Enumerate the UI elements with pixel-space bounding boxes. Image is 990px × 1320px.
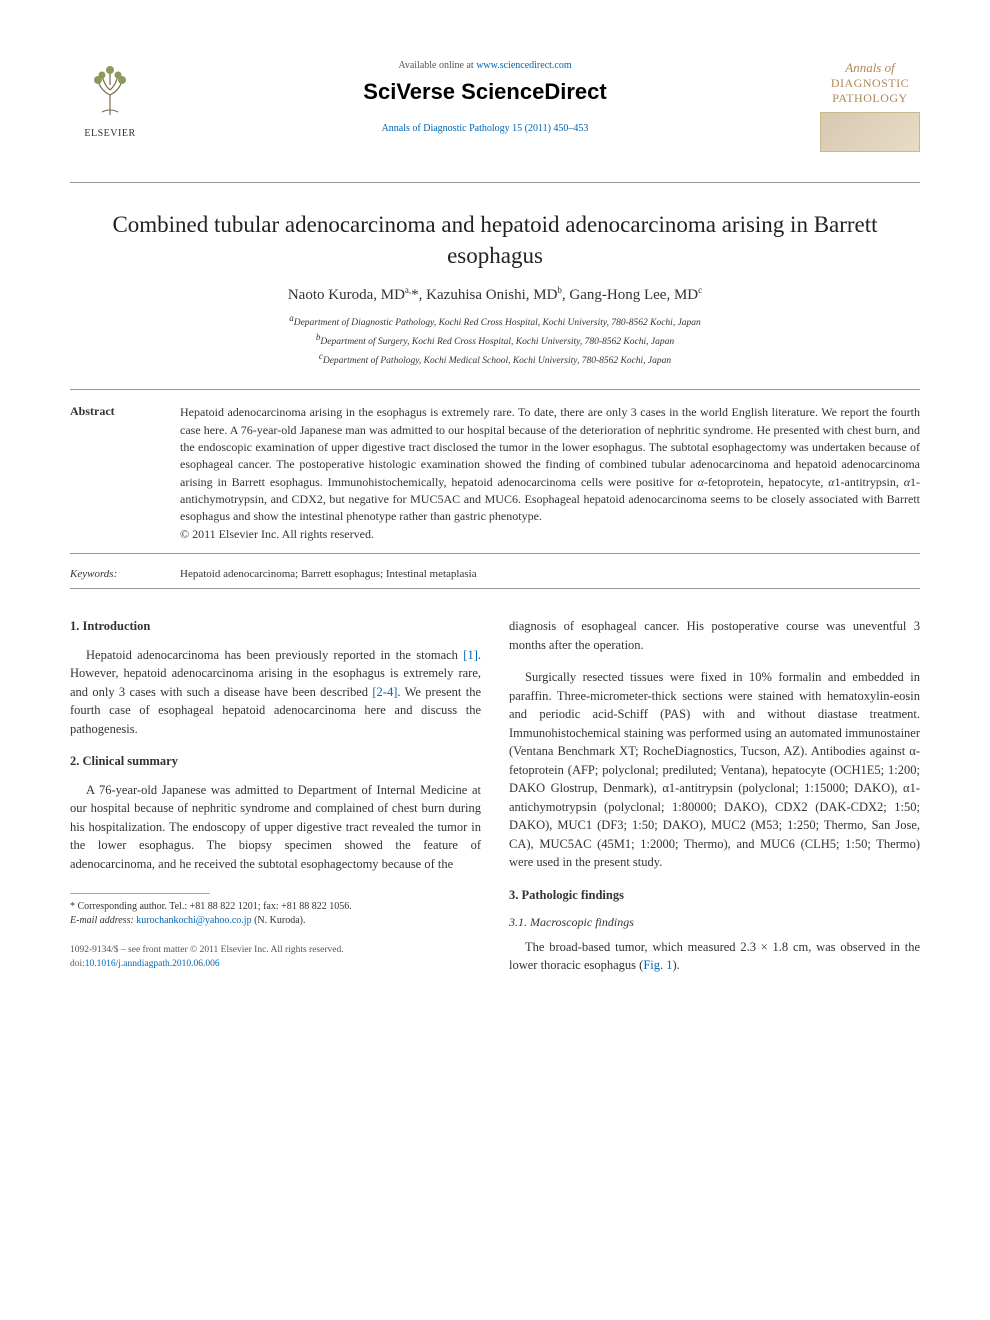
fig-1-link[interactable]: Fig. 1	[643, 958, 672, 972]
cover-line-2: DIAGNOSTIC	[820, 76, 920, 91]
header-center: Available online at www.sciencedirect.co…	[150, 60, 820, 134]
section-1-heading: 1. Introduction	[70, 617, 481, 636]
journal-cover: Annals of DIAGNOSTIC PATHOLOGY	[820, 60, 920, 152]
header-rule	[70, 182, 920, 183]
affil-b: bDepartment of Surgery, Kochi Red Cross …	[70, 331, 920, 350]
abstract-label: Abstract	[70, 404, 180, 543]
section-2-heading: 2. Clinical summary	[70, 752, 481, 771]
email-suffix: (N. Kuroda).	[254, 915, 305, 926]
cover-line-1: Annals of	[820, 60, 920, 76]
cite-1[interactable]: [1]	[463, 648, 478, 662]
author-3: Gang-Hong Lee, MDc	[569, 287, 702, 303]
cover-title: Annals of DIAGNOSTIC PATHOLOGY	[820, 60, 920, 106]
keywords-text: Hepatoid adenocarcinoma; Barrett esophag…	[180, 568, 477, 580]
abstract-body: Hepatoid adenocarcinoma arising in the e…	[180, 405, 920, 523]
section-3-1-heading: 3.1. Macroscopic findings	[509, 914, 920, 932]
section-3-1-para-1: The broad-based tumor, which measured 2.…	[509, 938, 920, 975]
platform-brand: SciVerse ScienceDirect	[150, 79, 820, 105]
available-prefix: Available online at	[398, 60, 476, 71]
corr-line: * Corresponding author. Tel.: +81 88 822…	[70, 900, 481, 914]
doi-link[interactable]: 10.1016/j.anndiagpath.2010.06.006	[85, 959, 220, 969]
corr-email-link[interactable]: kurochankochi@yahoo.co.jp	[136, 915, 251, 926]
keywords-row: Keywords: Hepatoid adenocarcinoma; Barre…	[70, 560, 920, 589]
cover-thumbnail-icon	[820, 112, 920, 152]
page-header: ELSEVIER Available online at www.science…	[70, 60, 920, 152]
left-column: 1. Introduction Hepatoid adenocarcinoma …	[70, 617, 481, 989]
publisher-block: ELSEVIER	[70, 60, 150, 139]
abstract-text: Hepatoid adenocarcinoma arising in the e…	[180, 404, 920, 543]
body-columns: 1. Introduction Hepatoid adenocarcinoma …	[70, 617, 920, 989]
cite-2-4[interactable]: [2-4]	[372, 685, 397, 699]
sciencedirect-link[interactable]: www.sciencedirect.com	[476, 60, 571, 71]
right-column: diagnosis of esophageal cancer. His post…	[509, 617, 920, 989]
author-2: Kazuhisa Onishi, MDb	[426, 287, 562, 303]
journal-reference[interactable]: Annals of Diagnostic Pathology 15 (2011)…	[150, 123, 820, 134]
section-3-heading: 3. Pathologic findings	[509, 886, 920, 905]
publisher-name: ELSEVIER	[70, 128, 150, 139]
corresponding-author-footnote: * Corresponding author. Tel.: +81 88 822…	[70, 900, 481, 928]
abstract-copyright: © 2011 Elsevier Inc. All rights reserved…	[180, 527, 374, 541]
affil-c: cDepartment of Pathology, Kochi Medical …	[70, 350, 920, 369]
abstract-block: Abstract Hepatoid adenocarcinoma arising…	[70, 389, 920, 554]
available-online-line: Available online at www.sciencedirect.co…	[150, 60, 820, 71]
front-matter-line: 1092-9134/$ – see front matter © 2011 El…	[70, 944, 481, 971]
cover-line-3: PATHOLOGY	[820, 91, 920, 106]
affiliations: aDepartment of Diagnostic Pathology, Koc…	[70, 312, 920, 369]
section-2-para-1: A 76-year-old Japanese was admitted to D…	[70, 781, 481, 874]
footnote-rule	[70, 893, 210, 894]
article-title: Combined tubular adenocarcinoma and hepa…	[100, 209, 890, 271]
email-label: E-mail address:	[70, 915, 134, 926]
author-list: Naoto Kuroda, MDa,*, Kazuhisa Onishi, MD…	[70, 285, 920, 304]
email-line: E-mail address: kurochankochi@yahoo.co.j…	[70, 914, 481, 928]
author-1: Naoto Kuroda, MDa,*	[288, 287, 419, 303]
section-2-para-2: Surgically resected tissues were fixed i…	[509, 668, 920, 872]
elsevier-tree-icon	[80, 60, 140, 120]
section-2-para-1-cont: diagnosis of esophageal cancer. His post…	[509, 617, 920, 654]
doi-line: doi:10.1016/j.anndiagpath.2010.06.006	[70, 958, 481, 971]
issn-line: 1092-9134/$ – see front matter © 2011 El…	[70, 944, 481, 957]
keywords-label: Keywords:	[70, 568, 180, 580]
affil-a: aDepartment of Diagnostic Pathology, Koc…	[70, 312, 920, 331]
section-1-para-1: Hepatoid adenocarcinoma has been previou…	[70, 646, 481, 739]
